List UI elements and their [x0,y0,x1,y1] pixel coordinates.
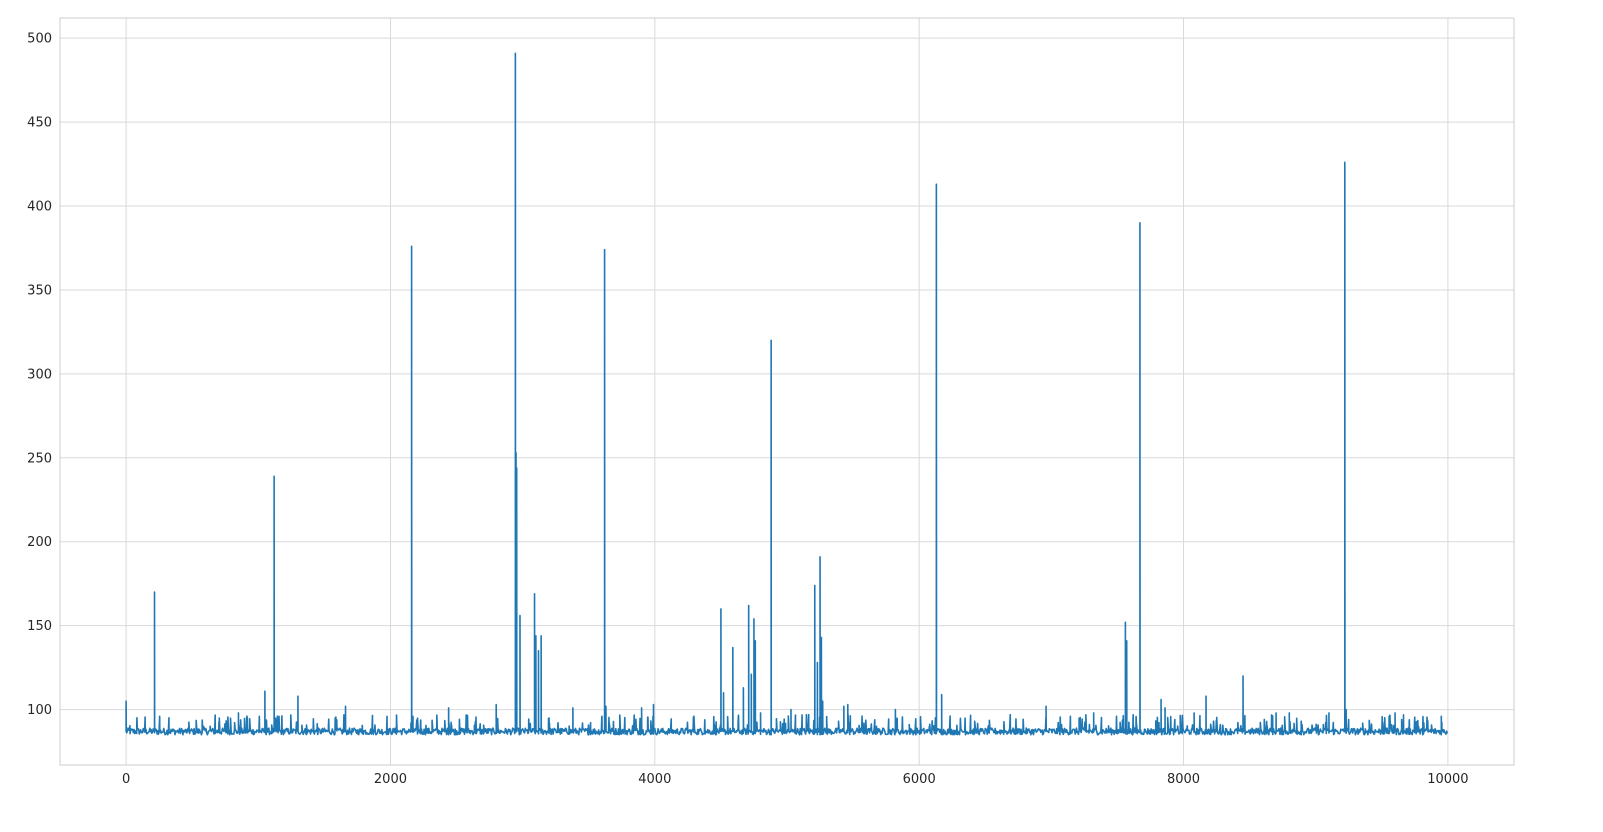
x-tick-label: 4000 [638,772,671,787]
y-axis-tick-labels: 100 150 200 250 300 350 400 450 500 [27,32,52,718]
x-tick-label: 8000 [1167,772,1200,787]
plot-frame [59,17,1515,766]
y-gridlines [60,37,1514,711]
y-tick-label: 350 [27,283,52,298]
x-gridlines [125,18,1449,765]
x-tick-label: 10000 [1427,772,1468,787]
y-tick-label: 250 [27,451,52,466]
y-tick-label: 400 [27,200,52,215]
y-tick-label: 150 [27,619,52,634]
data-series-line [125,52,1449,736]
y-tick-label: 100 [27,703,52,718]
y-tick-label: 500 [27,32,52,47]
y-tick-label: 200 [27,535,52,550]
x-tick-label: 6000 [903,772,936,787]
series-layer [125,52,1449,736]
x-axis-tick-labels: 0 2000 4000 6000 8000 10000 [122,772,1469,787]
x-tick-label: 2000 [374,772,407,787]
y-tick-label: 450 [27,116,52,131]
x-tick-label: 0 [122,772,130,787]
y-tick-label: 300 [27,367,52,382]
